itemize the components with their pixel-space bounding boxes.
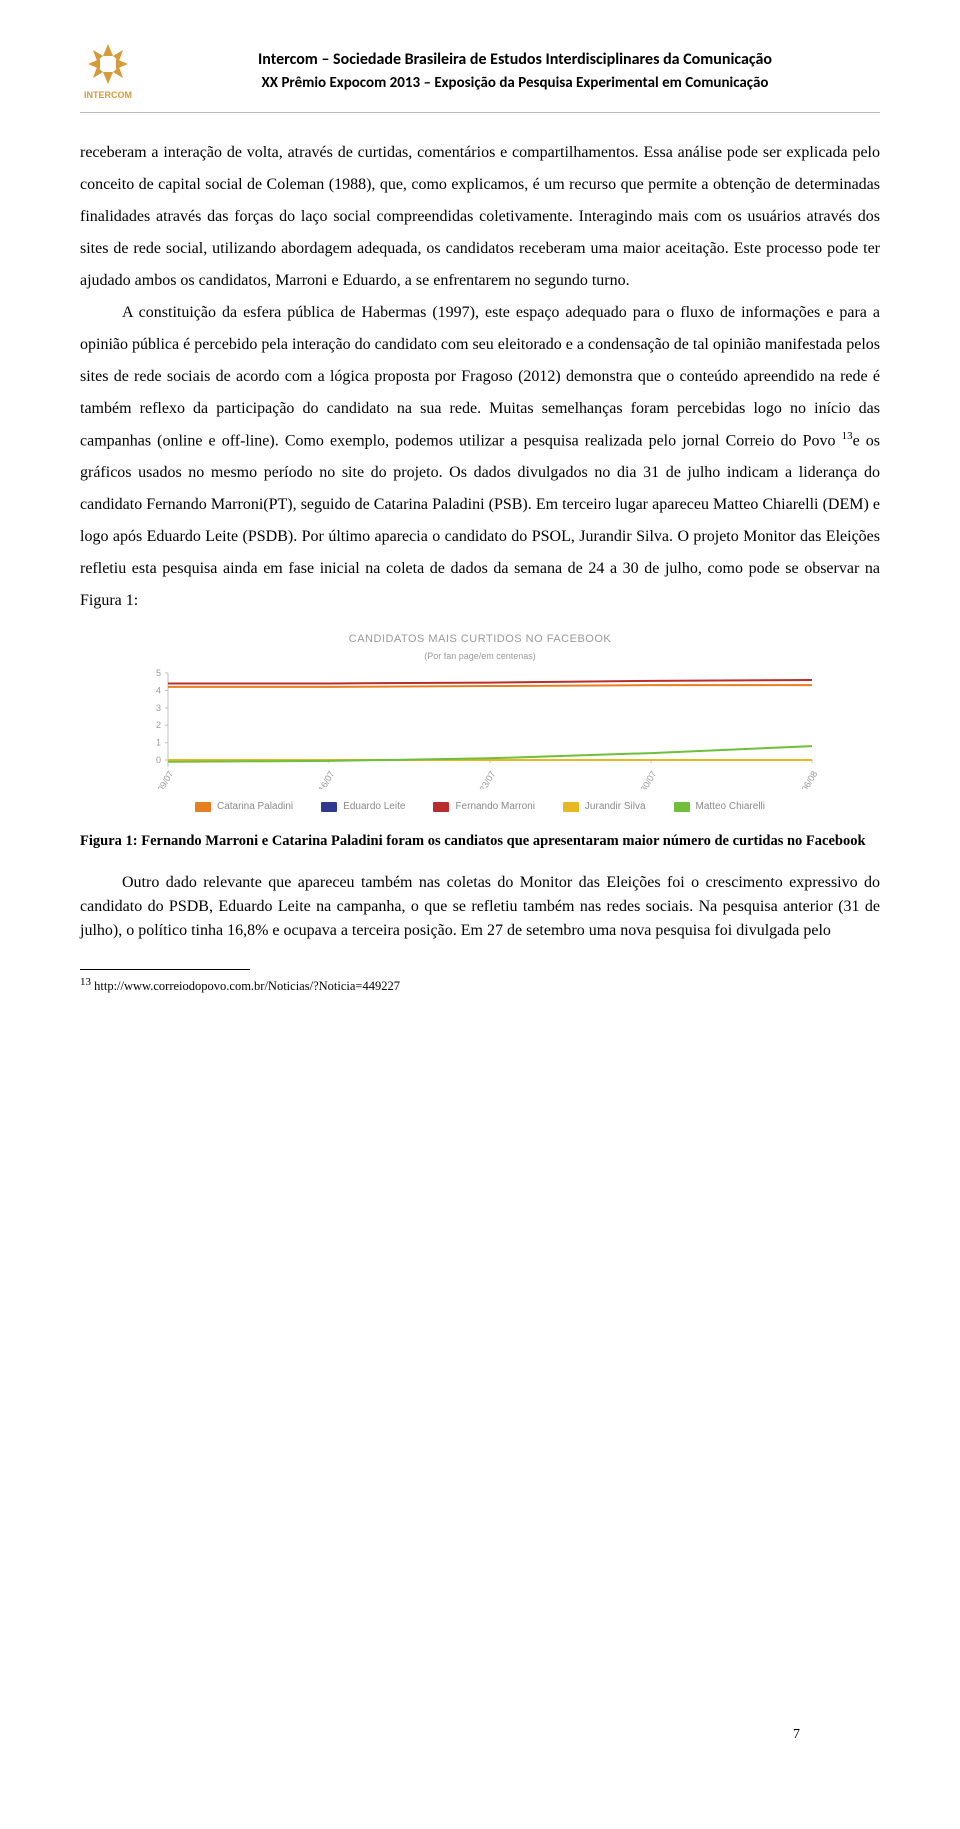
paragraph-2b: e os gráficos usados no mesmo período no…: [80, 432, 880, 609]
paragraph-1: receberam a interação de volta, através …: [80, 137, 880, 297]
legend-swatch: [195, 802, 211, 812]
legend-item: Fernando Marroni: [433, 799, 534, 814]
footnote-num: 13: [80, 976, 91, 988]
header-event-line: XX Prêmio Expocom 2013 – Exposição da Pe…: [150, 72, 880, 95]
chart-plot-area: 0 1 2 3 4 5 09/07 16/07 23/07 30/07 06/08: [140, 669, 820, 789]
chart-subtitle: (Por fan page/em centenas): [140, 650, 820, 664]
header-org-line: Intercom – Sociedade Brasileira de Estud…: [150, 48, 880, 72]
footnote-ref-13: 13: [842, 430, 853, 442]
svg-text:0: 0: [156, 755, 161, 765]
chart-title: CANDIDATOS MAIS CURTIDOS NO FACEBOOK: [140, 631, 820, 648]
footnote-text: http://www.correiodopovo.com.br/Noticias…: [91, 979, 400, 993]
svg-text:5: 5: [156, 669, 161, 678]
footnote-rule: [80, 969, 250, 970]
legend-label: Fernando Marroni: [455, 799, 534, 814]
legend-item: Catarina Paladini: [195, 799, 293, 814]
header-text-block: Intercom – Sociedade Brasileira de Estud…: [150, 48, 880, 95]
body-text: receberam a interação de volta, através …: [80, 137, 880, 617]
paragraph-3: Outro dado relevante que apareceu também…: [80, 871, 880, 943]
legend-swatch: [321, 802, 337, 812]
svg-text:09/07: 09/07: [155, 770, 175, 790]
figure-caption: Figura 1: Fernando Marroni e Catarina Pa…: [80, 832, 880, 851]
legend-swatch: [563, 802, 579, 812]
svg-text:4: 4: [156, 686, 161, 696]
paragraph-2: A constituição da esfera pública de Habe…: [80, 297, 880, 617]
svg-text:16/07: 16/07: [316, 770, 336, 790]
legend-label: Catarina Paladini: [217, 799, 293, 814]
legend-item: Eduardo Leite: [321, 799, 405, 814]
legend-item: Jurandir Silva: [563, 799, 646, 814]
footnote-13: 13 http://www.correiodopovo.com.br/Notic…: [80, 974, 880, 996]
legend-item: Matteo Chiarelli: [674, 799, 765, 814]
after-figure-text: Outro dado relevante que apareceu também…: [80, 871, 880, 943]
svg-text:30/07: 30/07: [638, 770, 658, 790]
legend-label: Matteo Chiarelli: [696, 799, 765, 814]
legend-swatch: [433, 802, 449, 812]
svg-text:3: 3: [156, 703, 161, 713]
page-number: 7: [793, 1724, 800, 1745]
legend-label: Eduardo Leite: [343, 799, 405, 814]
legend-swatch: [674, 802, 690, 812]
legend-label: Jurandir Silva: [585, 799, 646, 814]
intercom-logo: INTERCOM: [80, 40, 136, 102]
svg-text:23/07: 23/07: [477, 770, 497, 790]
svg-text:2: 2: [156, 721, 161, 731]
chart-figure: CANDIDATOS MAIS CURTIDOS NO FACEBOOK (Po…: [140, 631, 820, 814]
chart-legend: Catarina Paladini Eduardo Leite Fernando M…: [140, 799, 820, 814]
svg-text:1: 1: [156, 738, 161, 748]
logo-text: INTERCOM: [84, 90, 132, 100]
page-header: INTERCOM Intercom – Sociedade Brasileira…: [80, 40, 880, 113]
svg-text:06/08: 06/08: [799, 770, 819, 790]
paragraph-2a: A constituição da esfera pública de Habe…: [80, 304, 880, 449]
